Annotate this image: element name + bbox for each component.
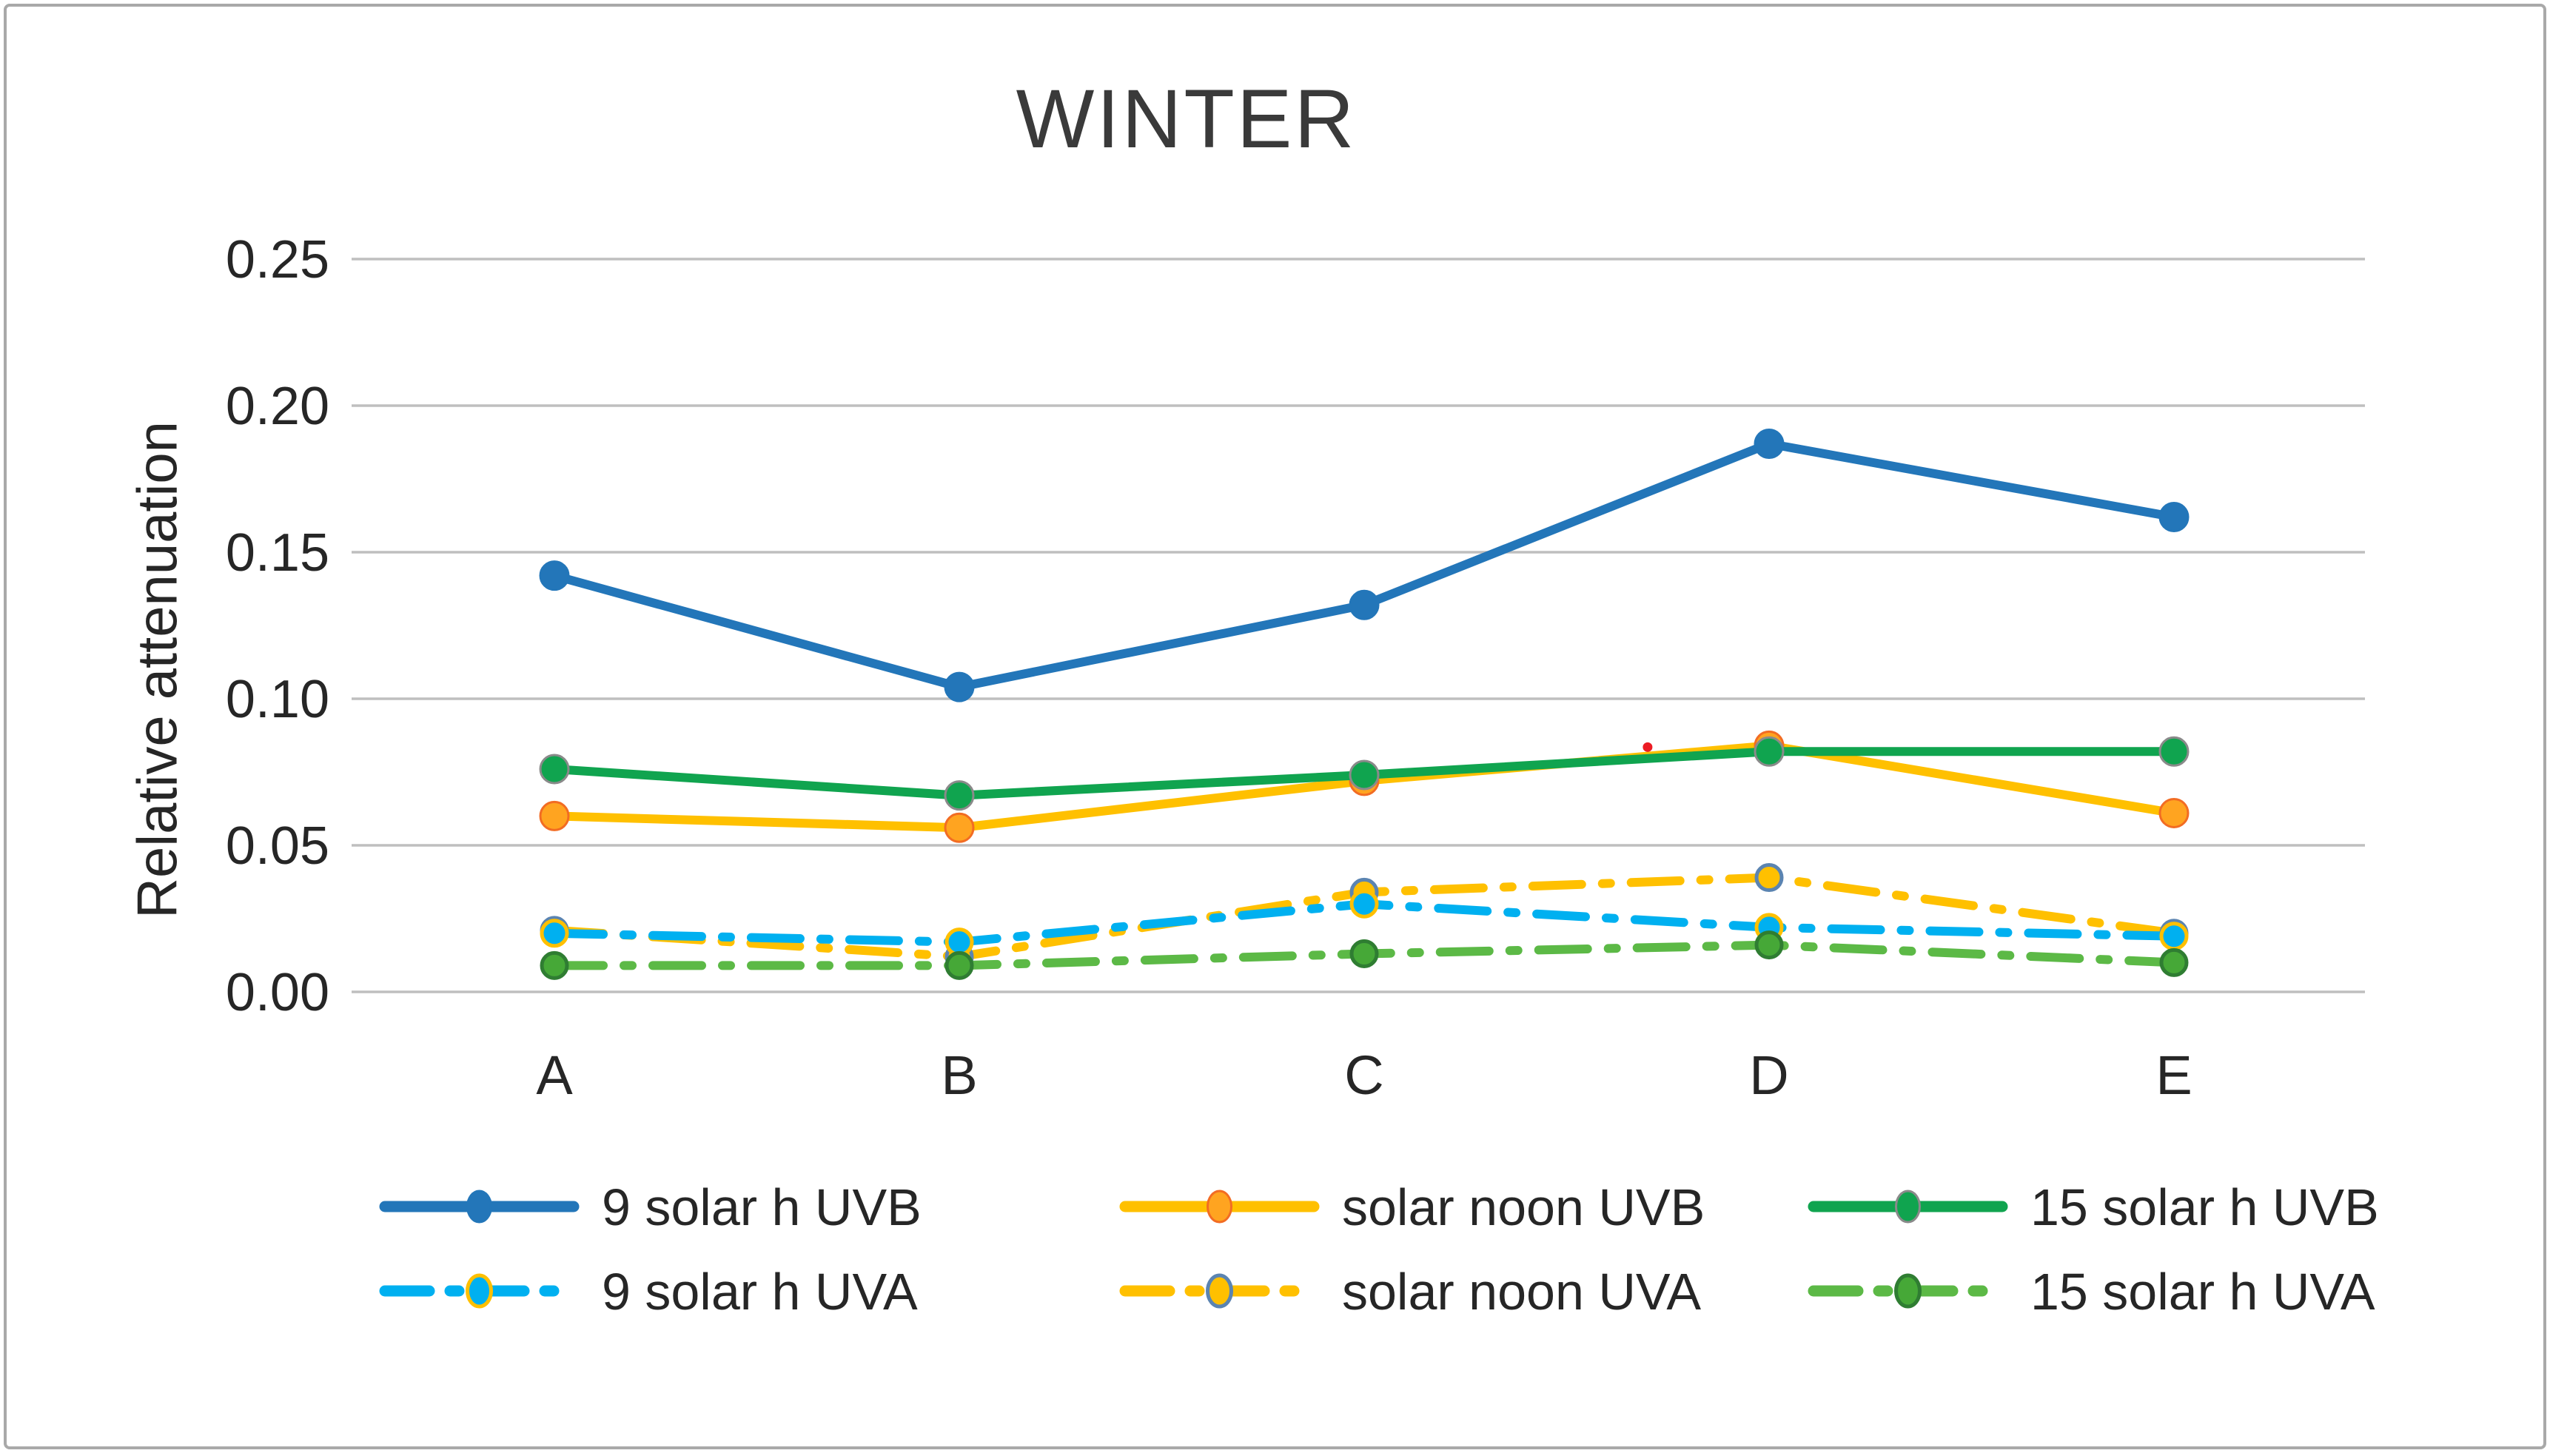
legend-item-15-solar-h-uvb: 15 solar h UVB: [1808, 1178, 2379, 1236]
marker-15-solar-h-uva-c: [1349, 939, 1379, 969]
y-tick-0.25: 0.25: [226, 230, 329, 289]
marker-solar-noon-uvb-b: [944, 812, 975, 843]
series-15-solar-h-uva: [540, 930, 2189, 980]
marker-9-solar-h-uvb-a: [539, 560, 570, 591]
legend-marker-solar-noon-uva: [1206, 1273, 1233, 1309]
x-tick-labels: A B C D E: [536, 1044, 2192, 1106]
marker-15-solar-h-uva-b: [944, 950, 974, 980]
y-tick-0.20: 0.20: [226, 377, 329, 436]
x-tick-d: D: [1749, 1044, 1788, 1106]
marker-9-solar-h-uvb-c: [1349, 589, 1380, 620]
y-tick-0.10: 0.10: [226, 670, 329, 729]
legend-item-solar-noon-uva: solar noon UVA: [1119, 1263, 1701, 1321]
marker-9-solar-h-uvb-d: [1754, 428, 1785, 459]
legend: 9 solar h UVB solar noon UVB 15 solar h UV…: [379, 1178, 2379, 1321]
legend-label-15-solar-h-uva: 15 solar h UVA: [2030, 1263, 2375, 1321]
marker-solar-noon-uva-d: [1754, 863, 1784, 893]
marker-solar-noon-uvb-a: [539, 800, 570, 831]
legend-item-9-solar-h-uvb: 9 solar h UVB: [379, 1178, 922, 1236]
legend-marker-9-solar-h-uva: [466, 1273, 493, 1309]
chart-border: [4, 4, 2546, 1449]
legend-label-9-solar-h-uvb: 9 solar h UVB: [602, 1178, 922, 1236]
marker-9-solar-h-uva-e: [2159, 922, 2189, 951]
x-tick-e: E: [2155, 1044, 2192, 1106]
marker-9-solar-h-uva-a: [540, 919, 569, 948]
marker-15-solar-h-uvb-e: [2158, 736, 2190, 767]
legend-label-solar-noon-uva: solar noon UVA: [1342, 1263, 1701, 1321]
marker-15-solar-h-uva-d: [1754, 930, 1784, 960]
marker-15-solar-h-uva-e: [2159, 947, 2189, 977]
marker-9-solar-h-uva-b: [944, 927, 974, 957]
marker-15-solar-h-uvb-a: [539, 754, 570, 785]
y-tick-labels: 0.25 0.20 0.15 0.10 0.05 0.00: [226, 230, 329, 1022]
y-tick-0.00: 0.00: [226, 963, 329, 1022]
legend-item-9-solar-h-uva: 9 solar h UVA: [379, 1263, 918, 1321]
legend-label-9-solar-h-uva: 9 solar h UVA: [602, 1263, 918, 1321]
gridlines: [352, 258, 2365, 993]
marker-15-solar-h-uvb-b: [944, 780, 975, 811]
x-tick-c: C: [1344, 1044, 1383, 1106]
legend-marker-15-solar-h-uva: [1894, 1273, 1922, 1309]
legend-marker-9-solar-h-uvb: [466, 1190, 492, 1224]
legend-item-15-solar-h-uva: 15 solar h UVA: [1808, 1263, 2375, 1321]
marker-9-solar-h-uvb-b: [944, 671, 975, 702]
x-tick-a: A: [536, 1044, 573, 1106]
y-tick-0.05: 0.05: [226, 816, 329, 876]
y-tick-0.15: 0.15: [226, 523, 329, 583]
series-15-solar-h-uvb: [539, 736, 2190, 811]
legend-label-solar-noon-uvb: solar noon UVB: [1342, 1178, 1705, 1236]
marker-15-solar-h-uvb-d: [1754, 736, 1785, 767]
marker-9-solar-h-uva-c: [1349, 889, 1379, 919]
legend-marker-solar-noon-uvb: [1207, 1190, 1232, 1224]
marker-9-solar-h-uvb-e: [2158, 501, 2190, 532]
marker-15-solar-h-uvb-c: [1349, 759, 1380, 791]
x-tick-b: B: [941, 1044, 977, 1106]
legend-marker-15-solar-h-uvb: [1895, 1190, 1921, 1224]
chart-title: WINTER: [1016, 73, 1357, 165]
series-9-solar-h-uvb: [539, 428, 2190, 702]
y-axis-title: Relative attenuation: [126, 421, 189, 919]
series-9-solar-h-uva: [540, 889, 2189, 957]
legend-item-solar-noon-uvb: solar noon UVB: [1119, 1178, 1705, 1236]
outlier-dot: [1643, 742, 1653, 752]
marker-solar-noon-uvb-e: [2158, 797, 2190, 828]
legend-label-15-solar-h-uvb: 15 solar h UVB: [2030, 1178, 2379, 1236]
marker-15-solar-h-uva-a: [540, 950, 569, 980]
